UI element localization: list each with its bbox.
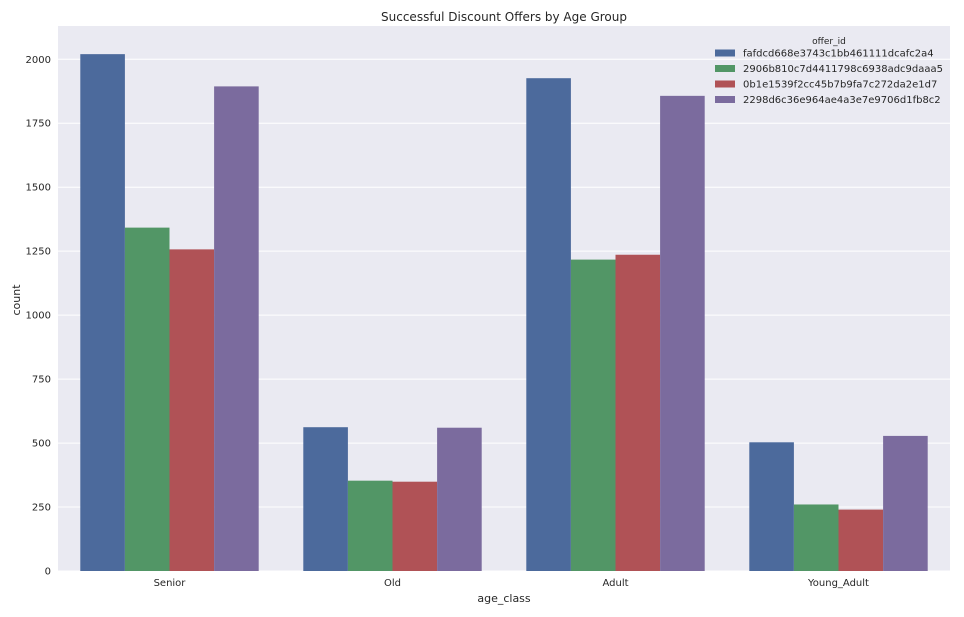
legend-label: 0b1e1539f2cc45b7b9fa7c272da2e1d7	[743, 80, 937, 91]
bar-senior-series-4	[214, 86, 259, 571]
y-tick-label: 1500	[26, 183, 51, 194]
y-tick-label: 0	[45, 567, 51, 578]
legend-title: offer_id	[812, 37, 846, 47]
legend-swatch	[715, 49, 735, 57]
y-tick-label: 2000	[26, 55, 51, 66]
bar-old-series-3	[392, 481, 438, 571]
bar-adult-series-1	[526, 78, 571, 572]
legend-label: fafdcd668e3743c1bb461111dcafc2a4	[743, 49, 934, 60]
x-ticks: Senior Old Adult Young_Adult	[154, 578, 869, 589]
y-ticks: 0 250 500 750 1000 1250 1500 1750 2000	[26, 55, 51, 578]
legend-label: 2906b810c7d4411798c6938adc9daaa5	[743, 64, 943, 75]
bar-old-series-1	[303, 427, 348, 571]
y-tick-label: 1250	[26, 247, 51, 258]
x-axis-title: age_class	[477, 592, 531, 605]
bar-young-adult-series-4	[883, 435, 928, 571]
chart-title: Successful Discount Offers by Age Group	[381, 10, 627, 24]
bar-senior-series-2	[124, 227, 170, 571]
x-tick-label: Young_Adult	[807, 578, 869, 589]
y-tick-label: 1750	[26, 119, 51, 130]
bar-adult-series-3	[615, 254, 661, 572]
bar-old-series-2	[347, 480, 393, 571]
legend-swatch	[715, 96, 735, 103]
bar-young-adult-series-3	[838, 509, 884, 571]
y-tick-label: 1000	[26, 311, 51, 322]
x-tick-label: Old	[384, 578, 401, 589]
bar-young-adult-series-2	[793, 504, 839, 571]
y-tick-label: 250	[32, 503, 51, 514]
y-axis-title: count	[10, 284, 23, 316]
x-tick-label: Senior	[154, 578, 187, 589]
y-tick-label: 500	[32, 439, 51, 450]
y-tick-label: 750	[32, 375, 51, 386]
legend-label: 2298d6c36e964ae4a3e7e9706d1fb8c2	[743, 95, 941, 106]
legend: offer_id fafdcd668e3743c1bb461111dcafc2a…	[715, 37, 943, 106]
bar-old-series-4	[437, 427, 482, 571]
bar-adult-series-2	[570, 259, 616, 571]
bars	[80, 54, 928, 572]
legend-swatch	[715, 65, 735, 72]
x-tick-label: Adult	[602, 578, 628, 589]
bar-senior-series-1	[80, 54, 125, 572]
bar-adult-series-4	[660, 95, 705, 571]
legend-swatch	[715, 80, 735, 88]
bar-senior-series-3	[169, 249, 215, 572]
bar-young-adult-series-1	[749, 442, 794, 571]
